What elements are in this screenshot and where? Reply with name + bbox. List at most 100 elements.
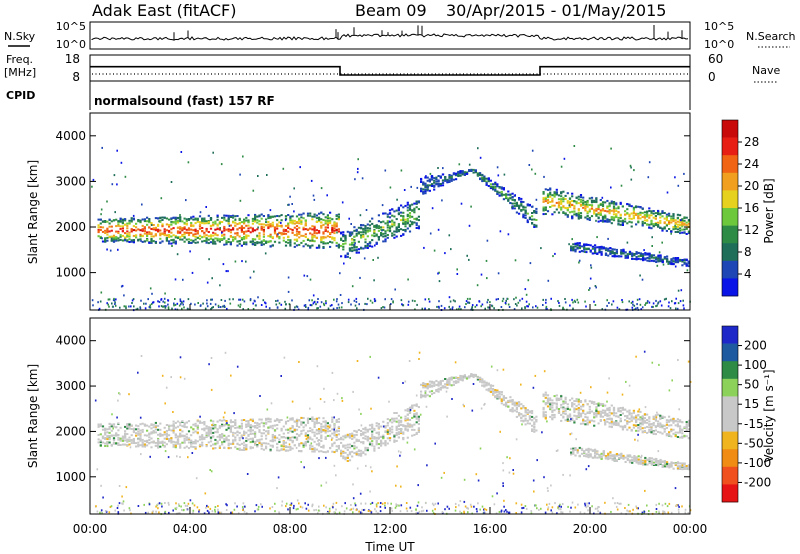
scatter-cell [320, 427, 323, 430]
scatter-cell [119, 234, 122, 237]
scatter-cell [676, 231, 679, 233]
scatter-cell [309, 214, 312, 217]
scatter-cell [183, 236, 186, 239]
noise-cell [674, 176, 676, 179]
scatter-cell [388, 432, 392, 435]
scatter-cell [483, 381, 486, 384]
scatter-cell [104, 431, 107, 434]
scatter-cell [295, 418, 299, 421]
noise-cell [568, 243, 570, 246]
scatter-cell [562, 212, 565, 214]
noise-cell [543, 175, 545, 178]
scatter-cell [542, 192, 545, 195]
scatter-cell [424, 184, 427, 187]
near-range-cell [458, 305, 461, 308]
near-range-cell [660, 304, 663, 307]
scatter-cell [670, 230, 673, 233]
near-range-cell [525, 300, 528, 303]
scatter-cell [176, 231, 180, 234]
scatter-cell [245, 216, 248, 219]
scatter-cell [564, 212, 567, 215]
near-range-cell [488, 306, 490, 309]
near-range-cell [238, 298, 240, 301]
scatter-cell [340, 436, 343, 439]
scatter-cell [575, 400, 578, 403]
near-range-cell [521, 307, 523, 310]
scatter-cell [298, 226, 301, 229]
scatter-cell [207, 428, 210, 431]
scatter-cell [368, 229, 372, 232]
near-range-cell [636, 306, 639, 309]
scatter-cell [342, 444, 345, 447]
near-range-cell [131, 302, 133, 304]
scatter-cell [227, 444, 230, 447]
scatter-cell [439, 183, 442, 185]
scatter-cell [663, 217, 666, 220]
near-range-cell [652, 305, 654, 308]
scatter-cell [172, 431, 175, 434]
scatter-cell [340, 451, 343, 454]
scatter-cell [681, 221, 684, 224]
near-range-cell [471, 306, 473, 309]
scatter-cell [444, 383, 447, 386]
scatter-cell [196, 219, 199, 222]
near-range-cell [219, 306, 222, 308]
scatter-cell [528, 204, 531, 207]
near-range-cell [374, 300, 376, 303]
scatter-cell [150, 437, 153, 440]
scatter-cell [465, 377, 469, 380]
scatter-cell [276, 225, 279, 228]
scatter-cell [251, 230, 254, 233]
scatter-cell [579, 216, 583, 219]
noise-cell [499, 230, 502, 233]
scatter-cell [183, 441, 186, 444]
scatter-cell [157, 433, 160, 436]
scatter-cell [289, 418, 292, 421]
scatter-cell [225, 428, 228, 431]
noise-cell [674, 265, 677, 268]
scatter-cell [430, 185, 434, 187]
scatter-cell [426, 189, 429, 192]
scatter-cell [318, 216, 321, 219]
scatter-cell [415, 417, 418, 420]
noise-cell [610, 147, 612, 150]
scatter-cell [115, 239, 118, 242]
scatter-cell [221, 441, 224, 444]
scatter-cell [104, 442, 107, 445]
scatter-cell [633, 258, 636, 260]
near-range-cell [317, 307, 319, 310]
noise-cell [266, 174, 268, 176]
scatter-cell [260, 442, 263, 445]
scatter-cell [320, 423, 323, 425]
scatter-cell [311, 431, 314, 434]
noise-cell [111, 183, 114, 186]
near-range-cell [611, 303, 613, 306]
scatter-cell [400, 234, 403, 237]
scatter-cell [311, 244, 314, 247]
scatter-cell [137, 445, 140, 448]
scatter-cell [304, 442, 307, 445]
near-range-cell [392, 301, 394, 304]
scatter-cell [176, 442, 180, 445]
scatter-cell [163, 437, 166, 440]
scatter-cell [437, 388, 440, 391]
scatter-cell [685, 264, 688, 267]
scatter-cell [344, 444, 347, 447]
scatter-cell [590, 204, 594, 207]
scatter-cell [502, 399, 505, 402]
scatter-cell [518, 207, 521, 210]
scatter-cell [415, 206, 418, 209]
scatter-cell [500, 193, 503, 196]
scatter-cell [571, 397, 574, 400]
scatter-cell [568, 408, 572, 411]
scatter-cell [198, 237, 202, 240]
y-tick-label: 3000 [55, 174, 86, 188]
scatter-cell [234, 215, 237, 218]
scatter-cell [373, 235, 376, 238]
scatter-cell [344, 235, 347, 238]
scatter-cell [404, 428, 407, 431]
scatter-cell [544, 402, 547, 404]
scatter-cell [135, 226, 138, 229]
scatter-cell [566, 406, 569, 409]
scatter-cell [258, 438, 261, 441]
